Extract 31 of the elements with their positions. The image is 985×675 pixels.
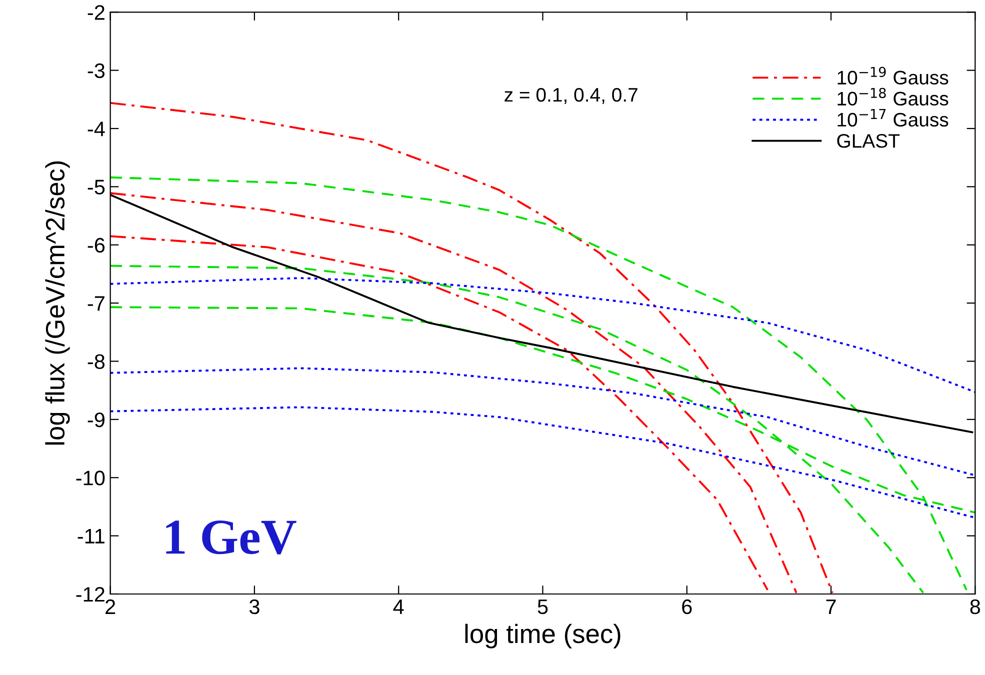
line-series: [110, 277, 976, 394]
y-tick-label: -6: [88, 238, 105, 253]
x-tick-label: 8: [970, 599, 980, 614]
line-series: [110, 192, 798, 594]
x-tick-label: 3: [249, 599, 260, 614]
legend-label: 10$^{−18}$ Gauss: [838, 88, 948, 106]
x-tick-label: 6: [682, 599, 692, 614]
y-tick-label: -12: [76, 587, 104, 602]
y-axis-title: log flux (/GeV/cm^2/sec): [45, 161, 70, 445]
y-tick-label: -11: [78, 529, 104, 544]
y-tick-label: -4: [88, 122, 105, 136]
line-series: [110, 406, 976, 519]
x-tick-label: 4: [393, 600, 404, 614]
annotation: z = 0.1, 0.4, 0.7: [504, 88, 638, 104]
y-tick-label: -7: [88, 296, 104, 311]
line-series: [110, 367, 976, 476]
y-tick-label: -5: [88, 180, 105, 194]
y-tick-label: -9: [88, 412, 104, 428]
y-tick-label: -3: [88, 63, 105, 78]
y-tick-label: -10: [76, 470, 105, 486]
y-tick-label: -2: [88, 5, 104, 20]
x-tick-label: 5: [538, 600, 548, 614]
x-tick-label: 7: [826, 600, 836, 614]
legend-label: GLAST: [837, 134, 900, 148]
x-tick-label: 2: [106, 599, 116, 614]
annotation: 1 GeV: [166, 520, 296, 554]
x-axis-title: log time (sec): [465, 624, 620, 648]
legend-label: 10$^{−19}$ Gauss: [838, 66, 948, 85]
line-series: [110, 235, 769, 591]
legend-label: 10$^{−17}$ Gauss: [838, 109, 948, 127]
y-tick-label: -8: [88, 354, 105, 370]
